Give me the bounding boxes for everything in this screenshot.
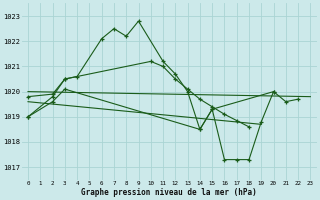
X-axis label: Graphe pression niveau de la mer (hPa): Graphe pression niveau de la mer (hPa) [81,188,257,197]
